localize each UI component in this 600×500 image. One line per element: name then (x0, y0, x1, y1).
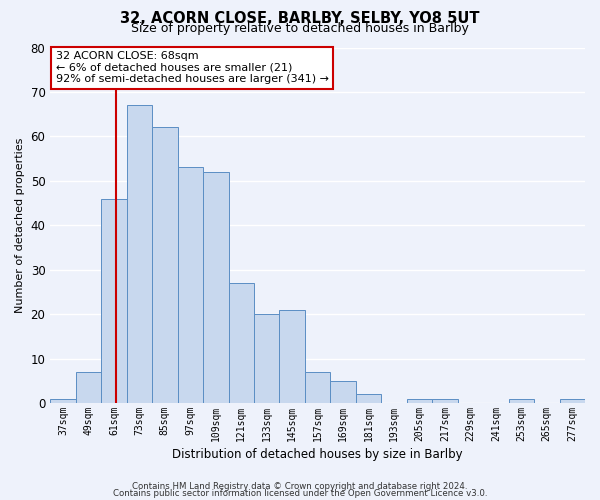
X-axis label: Distribution of detached houses by size in Barlby: Distribution of detached houses by size … (172, 448, 463, 461)
Bar (152, 128, 178, 403)
Bar (407, 398, 432, 403)
Text: Contains HM Land Registry data © Crown copyright and database right 2024.: Contains HM Land Registry data © Crown c… (132, 482, 468, 491)
Bar (356, 394, 382, 403)
Bar (203, 172, 229, 403)
Bar (101, 198, 127, 403)
Bar (331, 381, 356, 403)
Bar (127, 106, 152, 403)
Bar (254, 314, 280, 403)
Y-axis label: Number of detached properties: Number of detached properties (15, 138, 25, 313)
Bar (509, 398, 534, 403)
Bar (50, 398, 76, 403)
Text: Size of property relative to detached houses in Barlby: Size of property relative to detached ho… (131, 22, 469, 35)
Bar (560, 398, 585, 403)
Bar (178, 168, 203, 403)
Text: 32 ACORN CLOSE: 68sqm
← 6% of detached houses are smaller (21)
92% of semi-detac: 32 ACORN CLOSE: 68sqm ← 6% of detached h… (56, 51, 329, 84)
Text: 32, ACORN CLOSE, BARLBY, SELBY, YO8 5UT: 32, ACORN CLOSE, BARLBY, SELBY, YO8 5UT (120, 11, 480, 26)
Bar (229, 283, 254, 403)
Text: Contains public sector information licensed under the Open Government Licence v3: Contains public sector information licen… (113, 489, 487, 498)
Bar (280, 310, 305, 403)
Bar (305, 372, 331, 403)
Bar (432, 398, 458, 403)
Bar (76, 372, 101, 403)
